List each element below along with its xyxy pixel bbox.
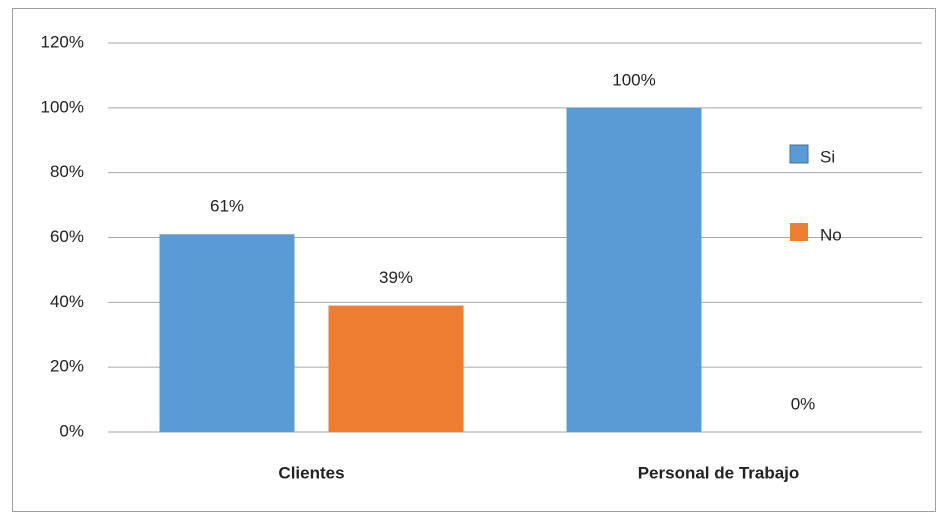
bar	[159, 234, 295, 432]
chart-border	[12, 8, 936, 512]
value-label: 100%	[612, 70, 655, 89]
y-tick-label: 100%	[41, 97, 84, 116]
y-tick-label: 40%	[50, 292, 84, 311]
value-label: 39%	[379, 268, 413, 287]
y-tick-label: 80%	[50, 162, 84, 181]
value-label: 61%	[210, 197, 244, 216]
y-tick-label: 0%	[59, 421, 84, 440]
y-tick-label: 120%	[41, 32, 84, 51]
bar	[328, 305, 464, 432]
legend-label: Si	[820, 147, 835, 166]
value-label: 0%	[791, 394, 816, 413]
bar	[566, 107, 702, 432]
legend-swatch	[789, 144, 809, 164]
y-tick-label: 20%	[50, 357, 84, 376]
x-tick-label: Clientes	[278, 463, 344, 482]
y-tick-label: 60%	[50, 227, 84, 246]
x-tick-label: Personal de Trabajo	[638, 463, 800, 482]
legend-label: No	[820, 225, 842, 244]
legend-swatch	[790, 223, 808, 241]
